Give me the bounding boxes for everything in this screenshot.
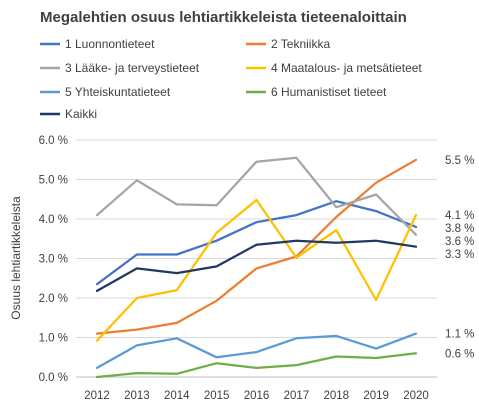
- x-tick-label: 2017: [284, 390, 310, 402]
- y-axis-label: Osuus lehtiartikkeleista: [9, 196, 23, 320]
- x-tick-label: 2018: [323, 390, 349, 402]
- y-tick-label: 2.0 %: [39, 293, 68, 305]
- x-tick-label: 2019: [363, 390, 389, 402]
- series-line: [95, 158, 418, 335]
- legend: 1 Luonnontieteet 2 Tekniikka 3 Lääke- ja t…: [40, 37, 422, 121]
- series-line: [95, 156, 418, 236]
- legend-entry: 6 Humanistiset tieteet: [271, 85, 387, 99]
- end-value-label: 4.1 %: [445, 210, 474, 222]
- x-tick-label: 2014: [164, 390, 190, 402]
- end-value-label: 0.6 %: [445, 348, 474, 360]
- legend-entry: 3 Lääke- ja terveystieteet: [65, 61, 200, 75]
- legend-entry: Kaikki: [65, 107, 97, 121]
- legend-entry: 5 Yhteiskuntatieteet: [65, 85, 171, 99]
- legend-entry: 1 Luonnontieteet: [65, 37, 155, 51]
- y-tick-label: 0.0 %: [39, 372, 68, 384]
- legend-entry: 2 Tekniikka: [271, 37, 330, 51]
- series-lines: [95, 156, 418, 379]
- series-line: [95, 200, 418, 286]
- x-tick-label: 2016: [244, 390, 270, 402]
- x-axis-ticks: 2012 2013 2014 2015 2016 2017 2018 2019 2020: [84, 390, 429, 402]
- y-axis-ticks: 0.0 % 1.0 % 2.0 % 3.0 % 4.0 % 5.0 % 6.0 %: [39, 135, 68, 384]
- series-line: [95, 332, 418, 370]
- series-line: [95, 352, 418, 379]
- end-labels: 5.5 % 4.1 %3.8 %3.6 %3.3 % 1.1 % 0.6 %: [445, 155, 474, 361]
- y-tick-label: 1.0 %: [39, 333, 68, 345]
- y-tick-label: 3.0 %: [39, 254, 68, 266]
- end-value-label: 3.3 %: [445, 249, 474, 261]
- chart-title: Megalehtien osuus lehtiartikkeleista tie…: [40, 9, 407, 26]
- x-tick-label: 2020: [403, 390, 429, 402]
- series-line: [95, 239, 418, 293]
- y-tick-label: 4.0 %: [39, 214, 68, 226]
- end-value-label: 3.8 %: [445, 223, 474, 235]
- y-tick-label: 5.0 %: [39, 175, 68, 187]
- gridlines: [76, 139, 437, 338]
- y-tick-label: 6.0 %: [39, 135, 68, 147]
- end-value-label: 5.5 %: [445, 155, 474, 167]
- x-tick-label: 2012: [84, 390, 110, 402]
- series-line: [95, 198, 418, 342]
- x-tick-label: 2015: [204, 390, 230, 402]
- x-tick-label: 2013: [124, 390, 150, 402]
- end-value-label: 1.1 %: [445, 329, 474, 341]
- end-value-label: 3.6 %: [445, 236, 474, 248]
- legend-entry: 4 Maatalous- ja metsätieteet: [271, 61, 422, 75]
